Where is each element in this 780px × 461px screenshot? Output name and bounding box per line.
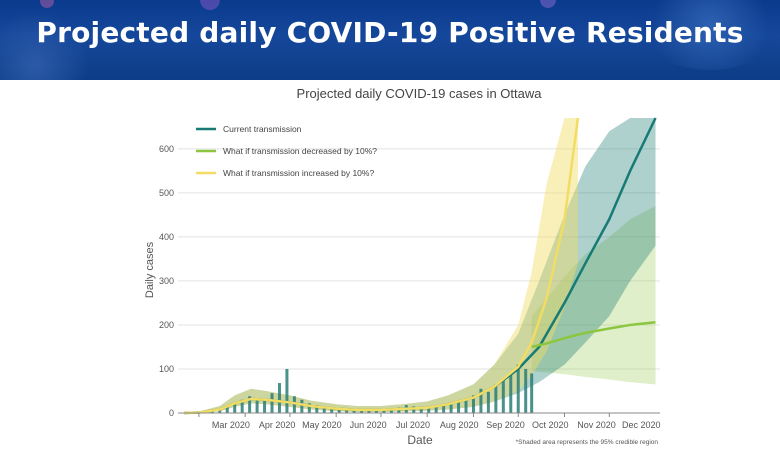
observed-bar	[509, 373, 513, 413]
observed-bar	[210, 411, 214, 413]
decreased-legend-label: What if transmission decreased by 10%?	[223, 146, 377, 156]
observed-bar	[240, 399, 244, 413]
observed-bar	[330, 408, 334, 413]
observed-bar	[277, 383, 281, 413]
y-tick-label: 600	[159, 144, 174, 154]
chart-title: Projected daily COVID-19 cases in Ottawa	[297, 86, 543, 101]
observed-bar	[345, 409, 349, 413]
observed-bar	[434, 406, 438, 413]
observed-bar	[225, 406, 229, 413]
observed-bar	[412, 406, 416, 413]
observed-bar	[442, 405, 446, 413]
x-tick-label: Apr 2020	[259, 420, 296, 430]
current-credible-band	[183, 118, 656, 413]
y-axis-label: Daily cases	[144, 241, 156, 298]
x-tick-label: Nov 2020	[577, 420, 616, 430]
observed-bar	[337, 409, 341, 413]
y-tick-label: 500	[159, 188, 174, 198]
virus-decoration	[540, 0, 556, 8]
observed-bar	[419, 408, 423, 413]
x-axis-label: Date	[407, 433, 433, 447]
virus-decoration	[640, 0, 780, 70]
observed-bar	[218, 409, 222, 413]
virus-decoration	[200, 0, 220, 10]
observed-bar	[524, 368, 528, 413]
observed-bar	[516, 364, 520, 413]
x-tick-label: May 2020	[302, 420, 342, 430]
observed-bar	[389, 408, 393, 413]
observed-bar	[427, 407, 431, 413]
y-tick-label: 300	[159, 276, 174, 286]
x-tick-label: Oct 2020	[532, 420, 569, 430]
x-tick-label: Mar 2020	[212, 420, 250, 430]
observed-bar	[501, 379, 505, 413]
x-tick-label: Jul 2020	[396, 420, 430, 430]
observed-bar	[300, 399, 304, 413]
y-tick-label: 400	[159, 232, 174, 242]
x-tick-label: Jun 2020	[350, 420, 387, 430]
observed-bars	[210, 364, 534, 413]
observed-bar	[270, 393, 274, 413]
footnote: *Shaded area represents the 95% credible…	[516, 439, 659, 446]
decreased-line	[531, 321, 656, 349]
observed-bar	[479, 388, 483, 413]
observed-bar	[464, 400, 468, 413]
observed-bar	[457, 402, 461, 413]
observed-bar	[374, 410, 378, 413]
axes: 0 100 200 300 400 500 600 Mar 2020 Apr 2020 May 2…	[159, 144, 661, 430]
observed-bar	[285, 368, 289, 413]
observed-bar	[360, 410, 364, 413]
observed-bar	[315, 405, 319, 413]
observed-bar	[530, 373, 534, 413]
observed-bar	[307, 403, 311, 413]
projection-chart: Projected daily COVID-19 cases in Ottawa…	[144, 86, 661, 447]
observed-bar	[248, 396, 252, 413]
series-lines	[183, 117, 657, 415]
increased-legend-label: What if transmission increased by 10%?	[223, 168, 374, 178]
banner-title: Projected daily COVID-19 Positive Reside…	[36, 16, 744, 49]
observed-bar	[367, 410, 371, 413]
observed-bar	[263, 400, 267, 413]
observed-bar	[255, 398, 259, 413]
observed-bar	[382, 409, 386, 413]
y-tick-label: 0	[169, 408, 174, 418]
y-tick-label: 200	[159, 320, 174, 330]
y-tick-label: 100	[159, 364, 174, 374]
observed-bar	[449, 404, 453, 413]
title-banner: Projected daily COVID-19 Positive Reside…	[0, 0, 780, 80]
observed-bar	[322, 406, 326, 413]
legend: Current transmission What if transmission…	[196, 124, 377, 178]
x-tick-label: Aug 2020	[440, 420, 479, 430]
observed-bar	[233, 403, 237, 413]
current-legend-label: Current transmission	[223, 124, 302, 134]
observed-bar	[486, 391, 490, 413]
virus-decoration	[40, 0, 54, 8]
observed-bar	[292, 396, 296, 413]
observed-bar	[471, 395, 475, 413]
observed-bar	[494, 384, 498, 413]
x-tick-label: Dec 2020	[622, 420, 661, 430]
increased-line	[183, 117, 580, 415]
x-tick-label: Sep 2020	[486, 420, 525, 430]
observed-bar	[352, 410, 356, 413]
